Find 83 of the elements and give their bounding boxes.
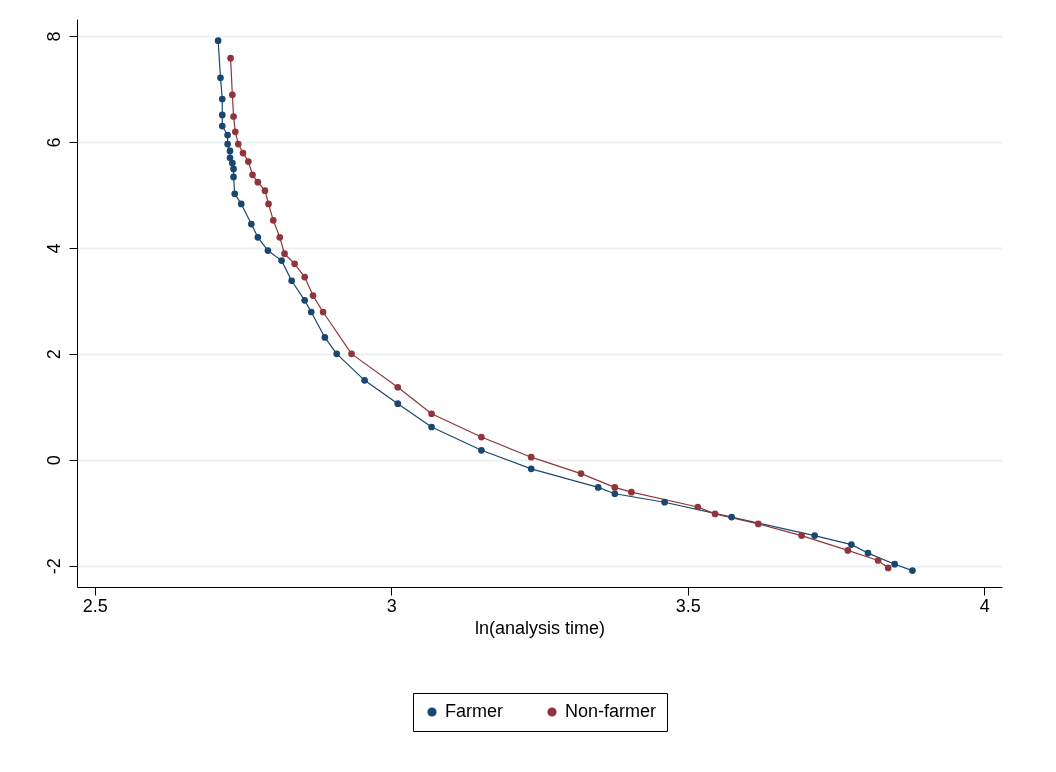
point (217, 74, 224, 82)
point (307, 308, 315, 316)
point (527, 465, 535, 473)
point (527, 453, 535, 461)
point (218, 122, 226, 130)
point (214, 37, 222, 45)
point (661, 498, 668, 506)
point (264, 247, 272, 254)
point (226, 147, 234, 155)
point (288, 277, 295, 285)
point (478, 433, 485, 441)
y-tick-label: 8 (43, 31, 64, 42)
x-tick-label: 2.5 (82, 595, 108, 616)
point (261, 187, 269, 195)
point (237, 200, 245, 208)
x-tick-label: 3.5 (675, 595, 701, 616)
point (230, 113, 237, 120)
point (321, 334, 329, 341)
point (229, 91, 236, 99)
point (844, 547, 852, 554)
point (224, 131, 231, 139)
point (227, 54, 234, 62)
point (348, 350, 355, 358)
point (278, 257, 285, 264)
point (594, 484, 602, 491)
point (628, 488, 635, 496)
point (249, 171, 256, 179)
point (247, 220, 255, 228)
point (234, 140, 242, 148)
point (319, 308, 327, 316)
point (224, 140, 231, 148)
point (226, 154, 234, 162)
point (874, 557, 882, 564)
point (265, 200, 272, 208)
point (301, 273, 309, 281)
legend-label: Farmer (445, 701, 503, 721)
point (754, 520, 762, 528)
point (811, 532, 818, 539)
point (884, 564, 892, 572)
y-tick-label: 0 (43, 455, 64, 466)
x-tick-label: 3 (386, 595, 397, 616)
point (891, 560, 899, 568)
point (909, 567, 916, 574)
point (231, 128, 239, 136)
point (230, 173, 237, 181)
point (694, 503, 702, 511)
y-tick-label: 4 (43, 243, 64, 254)
point (239, 149, 247, 157)
point (276, 233, 284, 241)
point (728, 513, 735, 521)
point (428, 423, 435, 431)
point (611, 484, 619, 491)
point (361, 377, 368, 384)
point (798, 532, 805, 539)
point (394, 400, 402, 408)
y-tick-label: -2 (43, 558, 64, 575)
point (291, 260, 298, 268)
point (577, 470, 585, 477)
y-tick-label: 2 (43, 349, 64, 360)
point (711, 510, 719, 518)
point (218, 95, 226, 103)
point (218, 111, 226, 119)
point (230, 165, 237, 173)
y-tick-label: 6 (43, 137, 64, 148)
point (229, 159, 236, 167)
point (478, 446, 485, 454)
point (309, 292, 317, 299)
point (231, 190, 239, 198)
point (281, 250, 288, 258)
point (254, 178, 262, 186)
point (428, 410, 435, 418)
x-axis-title: ln(analysis time) (474, 617, 606, 638)
point (301, 297, 309, 304)
point (245, 158, 252, 165)
point (864, 549, 872, 557)
legend-label: Non-farmer (565, 701, 657, 721)
point (254, 233, 262, 241)
point (269, 217, 277, 224)
point (333, 350, 341, 358)
point (394, 383, 402, 391)
point (611, 490, 619, 498)
x-tick-label: 4 (979, 595, 990, 616)
point (848, 541, 855, 548)
